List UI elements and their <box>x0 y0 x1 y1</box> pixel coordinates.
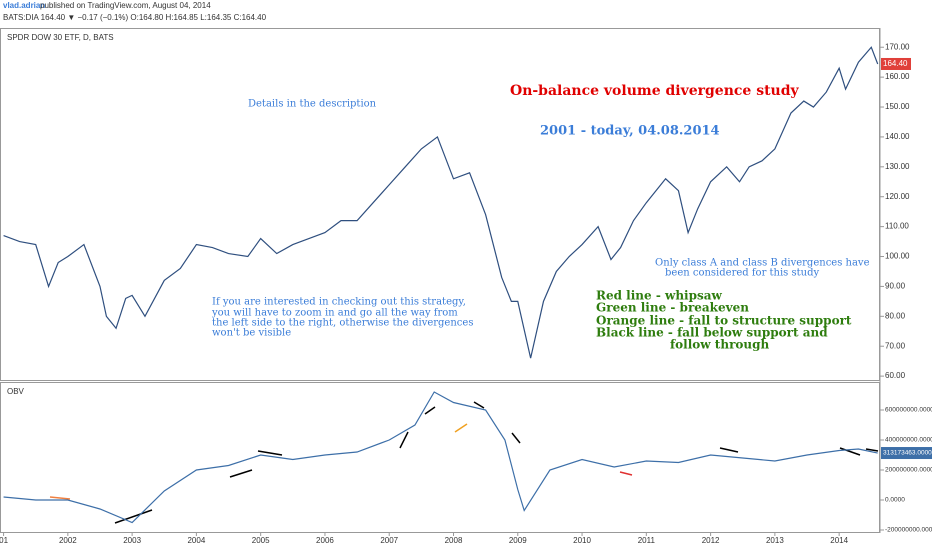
x-tick-label: 2008 <box>445 536 463 545</box>
y-tick-label: 150.00 <box>885 102 910 111</box>
y-tick-label: 400000000.0000 <box>885 437 932 444</box>
y-tick-label: 60.00 <box>885 371 906 380</box>
annotation: Green line - breakeven <box>596 301 749 315</box>
x-tick-label: 2014 <box>830 536 848 545</box>
last-value-box <box>881 57 911 70</box>
annotation: On-balance volume divergence study <box>510 83 800 99</box>
last-value-label: 313173463.0000 <box>883 450 932 457</box>
x-tick-label: 2013 <box>766 536 784 545</box>
divergence-lines <box>49 401 879 524</box>
y-tick-label: 110.00 <box>885 222 909 231</box>
pane-title: SPDR DOW 30 ETF, D, BATS <box>7 33 114 42</box>
x-tick-label: 2010 <box>573 536 591 545</box>
y-tick-label: 170.00 <box>885 42 910 51</box>
y-tick-label: 90.00 <box>885 282 906 291</box>
last-value-label: 164.40 <box>883 59 908 68</box>
author: vlad.adrian <box>3 1 45 10</box>
annotation: If you are interested in checking out th… <box>212 297 466 308</box>
last-value-box <box>881 447 932 460</box>
y-tick-label: 130.00 <box>885 162 910 171</box>
x-tick-label: 2003 <box>123 536 141 545</box>
published: published on TradingView.com, August 04,… <box>40 1 211 10</box>
x-tick-label: 2006 <box>316 536 334 545</box>
x-tick-label: 2004 <box>187 536 205 545</box>
annotation: been considered for this study <box>665 268 819 279</box>
annotation: Black line - fall below support and <box>596 326 828 340</box>
y-tick-label: 200000000.0000 <box>885 467 932 474</box>
x-tick-label: 01 <box>0 536 9 545</box>
annotation: follow through <box>670 338 770 352</box>
quote: BATS:DIA 164.40 ▼ −0.17 (−0.1%) O:164.80… <box>3 13 267 22</box>
y-tick-label: 70.00 <box>885 341 906 350</box>
annotation: Red line - whipsaw <box>596 289 723 303</box>
y-tick-label: 120.00 <box>885 192 910 201</box>
series-line <box>3 391 878 524</box>
x-tick-label: 2007 <box>380 536 398 545</box>
annotation: you will have to zoom in and go all the … <box>211 308 458 319</box>
pane-title: OBV <box>7 387 25 396</box>
annotation: Details in the description <box>248 99 377 110</box>
series-line <box>3 46 879 359</box>
x-tick-label: 2002 <box>59 536 77 545</box>
x-tick-label: 2009 <box>509 536 527 545</box>
y-tick-label: 80.00 <box>885 311 906 320</box>
annotation: won't be visible <box>212 328 291 339</box>
annotation: the left side to the right, otherwise th… <box>212 318 473 329</box>
annotation: Only class A and class B divergences hav… <box>655 258 870 269</box>
x-tick-label: 2012 <box>702 536 720 545</box>
y-tick-label: 600000000.0000 <box>885 407 932 414</box>
y-tick-label: 140.00 <box>885 132 910 141</box>
y-tick-label: 100.00 <box>885 252 910 261</box>
annotation: 2001 - today, 04.08.2014 <box>540 124 720 139</box>
x-tick-label: 2011 <box>638 536 656 545</box>
y-tick-label: -200000000.0000 <box>885 527 932 534</box>
annotation: Orange line - fall to structure support <box>596 314 852 328</box>
y-tick-label: 160.00 <box>885 72 910 81</box>
y-tick-label: 0.0000 <box>885 497 905 504</box>
x-tick-label: 2005 <box>252 536 270 545</box>
